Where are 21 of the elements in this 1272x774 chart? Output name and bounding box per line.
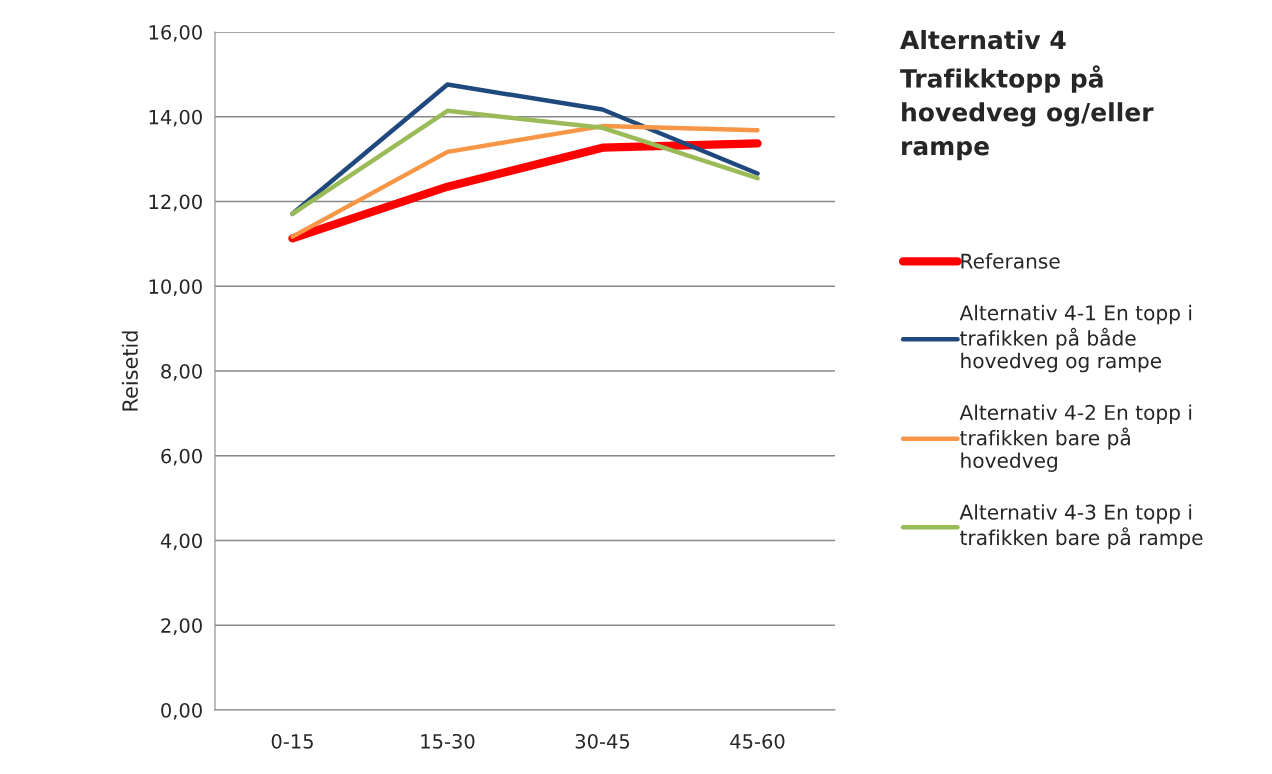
- y-tick-label: 14,00: [149, 109, 202, 127]
- y-tick-label: 6,00: [161, 448, 202, 466]
- line-series: [290, 108, 760, 217]
- y-tick-label: 10,00: [149, 279, 202, 296]
- y-tick-label: 0,00: [161, 702, 202, 720]
- y-tick-label: 8,00: [161, 363, 202, 381]
- x-tick-label: 45-60: [730, 733, 785, 749]
- legend-label: Alternativ 4-1 En topp i trafikken på både hovedveg og rampe: [959, 304, 1192, 373]
- line-series: [290, 123, 760, 239]
- legend-label: Alternativ 4-2 En topp i trafikken bare på hovedveg: [959, 404, 1192, 472]
- x-tick-label: 15-30: [421, 733, 475, 749]
- y-tick-label: 4,00: [160, 533, 202, 551]
- text: Alternativ 4 Trafikktopp på hovedveg og/eller rampe: [900, 30, 1154, 161]
- x-tick-label: 30-45: [575, 733, 630, 749]
- legend-label: Referanse: [961, 253, 1060, 269]
- y-tick-label: 12,00: [149, 194, 202, 212]
- legend-label: Alternativ 4-3 En topp i trafikken bare på rampe: [959, 504, 1203, 550]
- y-tick-label: 2,00: [161, 618, 202, 635]
- y-tick-label: 16,00: [149, 24, 202, 42]
- x-tick-label: 0-15: [271, 733, 313, 749]
- y-axis-title: Reisetid: [121, 331, 138, 411]
